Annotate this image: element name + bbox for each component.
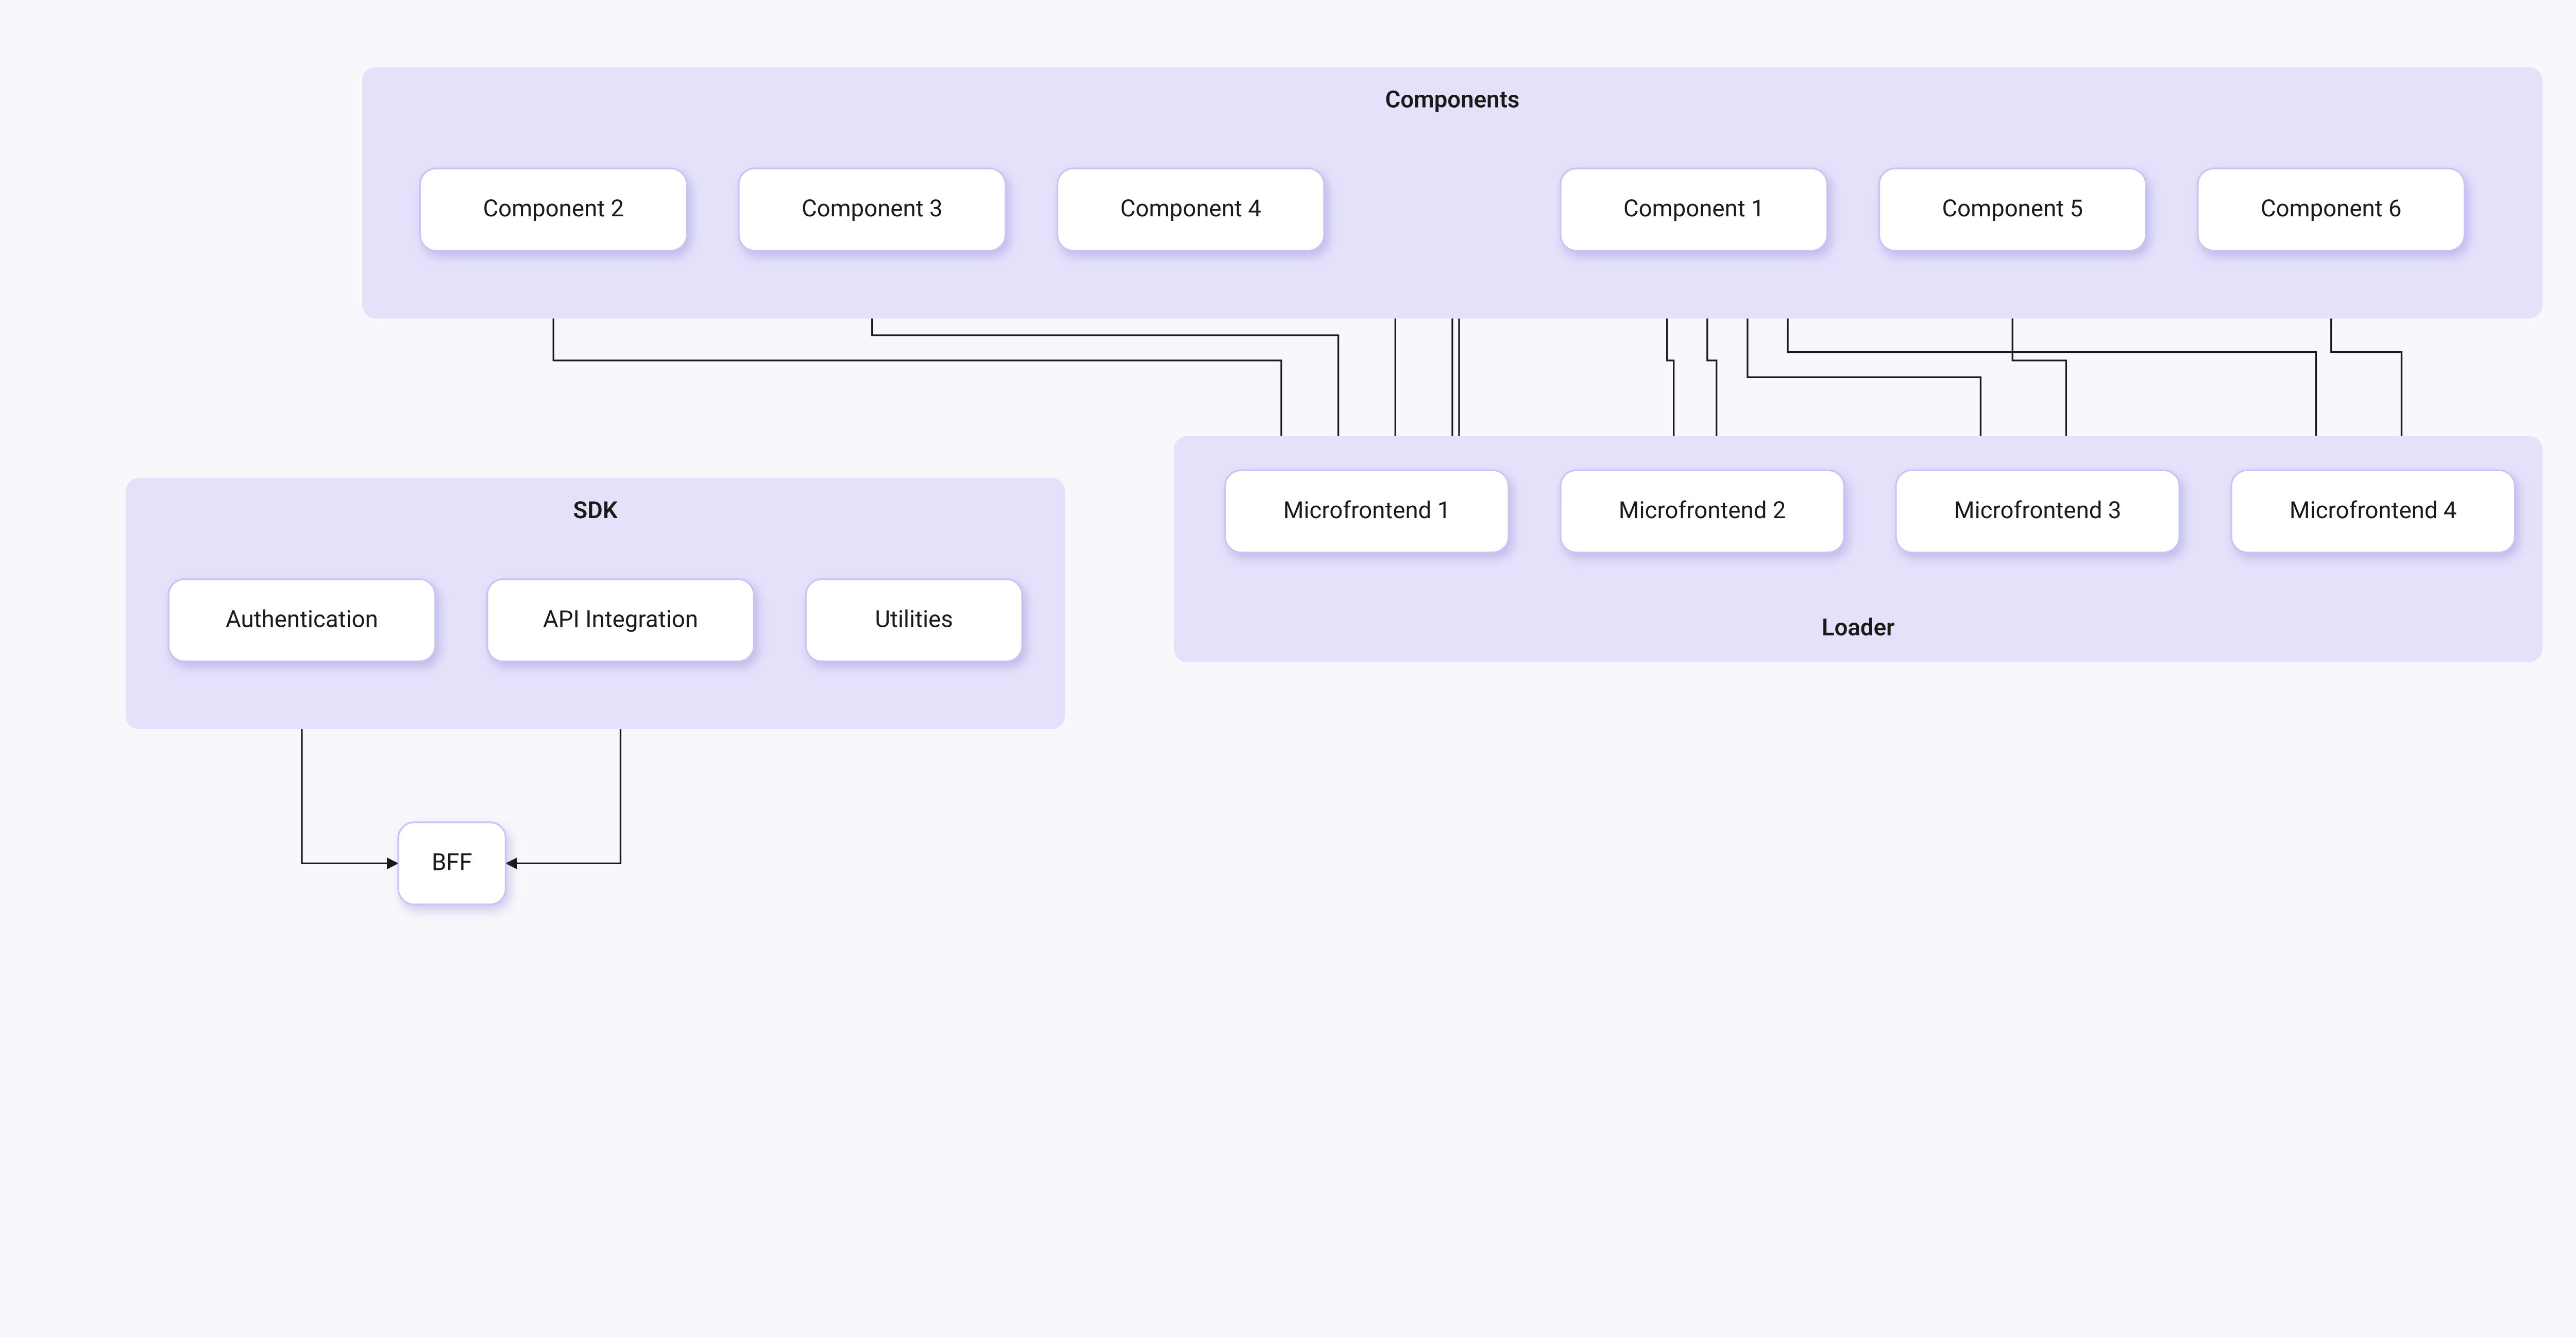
node-api: API Integration [486, 578, 755, 662]
group-title-components: Components [362, 87, 2543, 114]
node-c2: Component 2 [419, 168, 688, 252]
node-util: Utilities [805, 578, 1023, 662]
node-mf1: Microfrontend 1 [1224, 469, 1509, 553]
node-c3: Component 3 [738, 168, 1006, 252]
node-auth: Authentication [168, 578, 436, 662]
node-c6: Component 6 [2197, 168, 2465, 252]
diagram-canvas: Components Loader SDK Component 2 Component … [0, 0, 2576, 1039]
node-c1: Component 1 [1560, 168, 1828, 252]
node-mf3: Microfrontend 3 [1895, 469, 2180, 553]
node-bff: BFF [397, 821, 506, 905]
group-title-loader: Loader [1174, 615, 2543, 642]
node-c5: Component 5 [1878, 168, 2147, 252]
node-c4: Component 4 [1057, 168, 1325, 252]
group-title-sdk: SDK [126, 498, 1065, 525]
node-mf2: Microfrontend 2 [1560, 469, 1844, 553]
node-mf4: Microfrontend 4 [2230, 469, 2515, 553]
